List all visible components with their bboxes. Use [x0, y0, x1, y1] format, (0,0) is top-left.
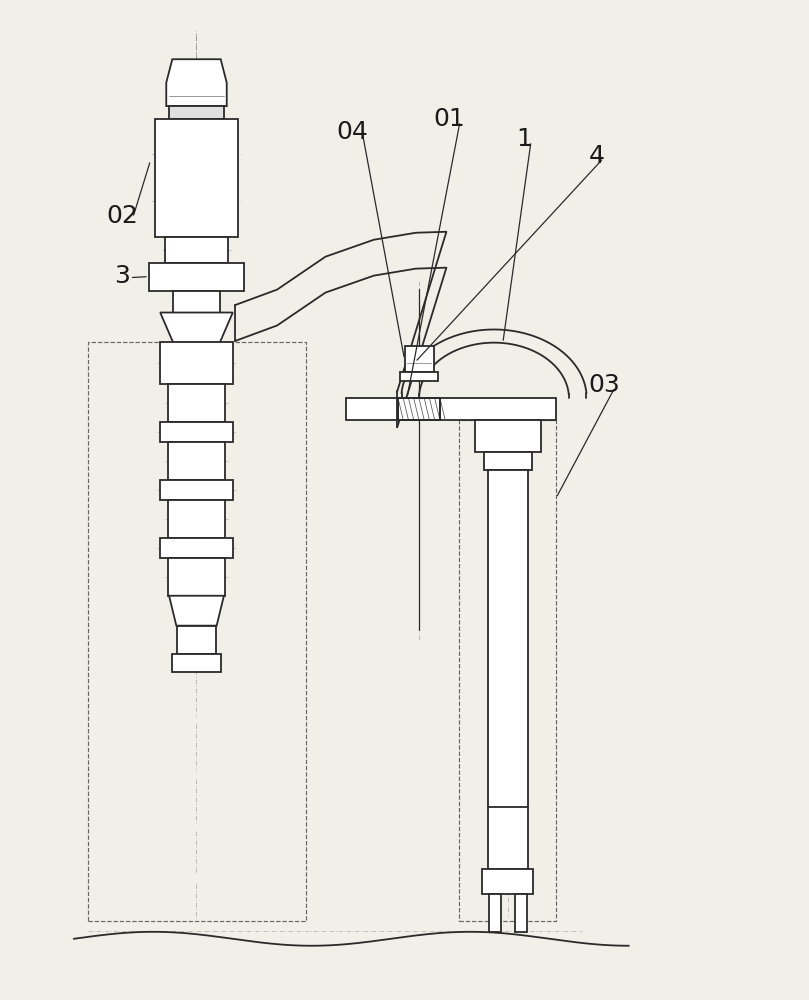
Text: 03: 03 [588, 373, 620, 397]
Text: 3: 3 [114, 264, 130, 288]
Bar [460, 420, 556, 921]
Bar [173, 291, 220, 313]
Bar [168, 442, 225, 480]
Bar [177, 626, 216, 654]
Text: 1: 1 [516, 127, 532, 151]
Bar [404, 346, 434, 372]
Bar [484, 452, 532, 470]
Bar [346, 398, 399, 420]
Bar [515, 894, 527, 932]
Bar [488, 470, 527, 869]
Bar [88, 342, 306, 921]
Bar [160, 422, 233, 442]
Bar [482, 869, 533, 894]
Polygon shape [169, 596, 224, 626]
Bar [475, 420, 540, 452]
Bar [398, 398, 440, 420]
Bar [160, 538, 233, 558]
Bar [400, 372, 438, 381]
Bar [169, 106, 224, 119]
Bar [160, 342, 233, 384]
Bar [165, 237, 228, 263]
Text: 4: 4 [588, 144, 604, 168]
Bar [398, 398, 440, 420]
Text: 02: 02 [106, 204, 138, 228]
Bar [168, 384, 225, 422]
Bar [172, 654, 221, 672]
Bar [489, 894, 501, 932]
Polygon shape [167, 59, 227, 106]
Bar [155, 119, 239, 237]
Bar [160, 480, 233, 500]
Text: 01: 01 [434, 107, 465, 131]
Bar [168, 558, 225, 596]
Bar [149, 263, 244, 291]
Polygon shape [160, 313, 233, 342]
Bar [168, 500, 225, 538]
Text: 04: 04 [336, 120, 368, 144]
Bar [439, 398, 556, 420]
